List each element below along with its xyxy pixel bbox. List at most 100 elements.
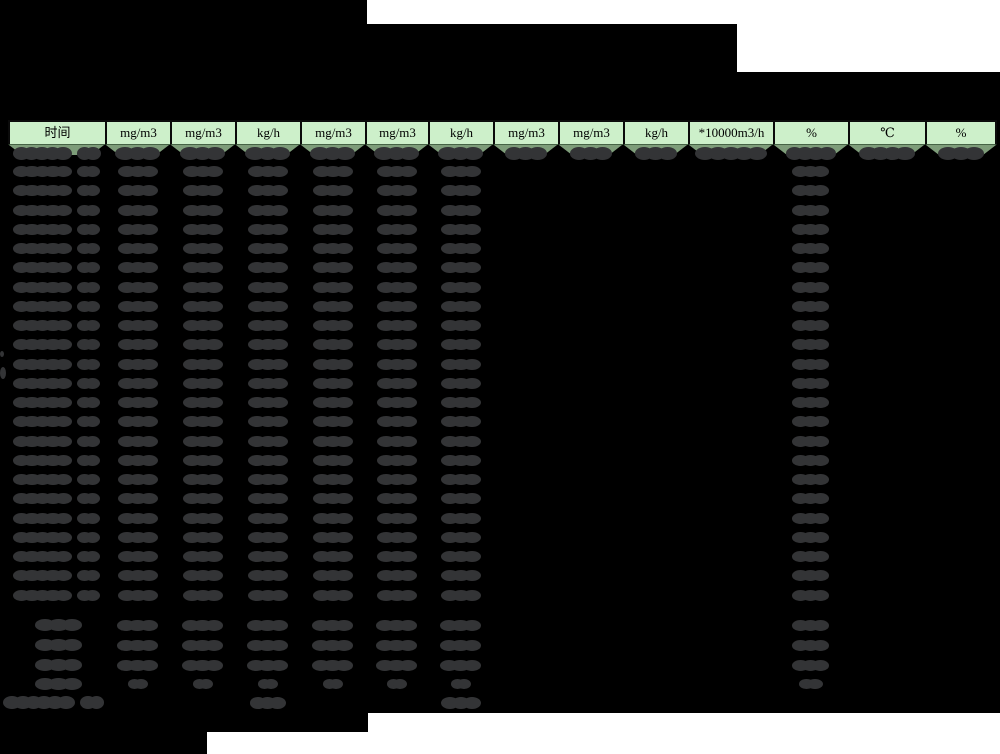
redacted-parameter-name xyxy=(374,147,420,160)
redacted-value xyxy=(117,570,158,581)
redacted-value xyxy=(247,282,288,293)
redacted-value xyxy=(117,282,158,293)
redacted-value xyxy=(117,397,158,408)
redacted-value xyxy=(376,224,417,235)
header-cell-unit-6: kg/h xyxy=(428,120,493,145)
header-cell-flow: *10000m3/h xyxy=(688,120,773,145)
redacted-value xyxy=(117,436,158,447)
redacted-value xyxy=(247,243,288,254)
redaction-artifact xyxy=(0,367,6,379)
redacted-datetime xyxy=(13,455,100,466)
redacted-datetime xyxy=(13,513,100,524)
redacted-parameter-name xyxy=(180,147,226,160)
redacted-value xyxy=(247,474,288,485)
redacted-value xyxy=(440,493,481,504)
redacted-value xyxy=(247,532,288,543)
redacted-value xyxy=(182,513,223,524)
redacted-summary-value xyxy=(247,620,288,631)
redacted-value xyxy=(440,397,481,408)
header-cell-time: 时间 xyxy=(8,120,105,145)
redacted-value xyxy=(117,224,158,235)
redacted-datetime xyxy=(13,378,100,389)
redacted-value xyxy=(247,339,288,350)
header-cell-unit-1: mg/m3 xyxy=(105,120,170,145)
redacted-parameter-name xyxy=(438,147,484,160)
redacted-value xyxy=(117,205,158,216)
redacted-value xyxy=(376,532,417,543)
redacted-value xyxy=(182,436,223,447)
redacted-value xyxy=(312,455,353,466)
redacted-summary-value xyxy=(192,679,213,689)
redacted-value xyxy=(117,455,158,466)
redacted-value xyxy=(376,416,417,427)
redacted-value xyxy=(312,224,353,235)
redacted-value xyxy=(247,262,288,273)
redacted-value xyxy=(312,301,353,312)
redacted-value xyxy=(182,282,223,293)
redacted-datetime xyxy=(13,166,100,177)
header-cell-unit-4: mg/m3 xyxy=(300,120,365,145)
redacted-datetime xyxy=(13,282,100,293)
redacted-parameter-name xyxy=(858,147,915,160)
redacted-value xyxy=(312,339,353,350)
redacted-value xyxy=(440,551,481,562)
redacted-value xyxy=(440,262,481,273)
redacted-summary-label xyxy=(35,678,82,690)
redacted-value xyxy=(247,205,288,216)
redacted-datetime xyxy=(13,590,100,601)
redacted-value xyxy=(182,205,223,216)
redacted-value xyxy=(440,359,481,370)
redacted-datetime xyxy=(13,224,100,235)
redacted-summary-value xyxy=(791,620,830,631)
redacted-datetime xyxy=(13,359,100,370)
redacted-parameter-name xyxy=(310,147,356,160)
redacted-value xyxy=(440,570,481,581)
redacted-datetime xyxy=(13,185,100,196)
redacted-value xyxy=(376,551,417,562)
redacted-summary-value xyxy=(117,620,158,631)
redacted-parameter-name xyxy=(245,147,291,160)
redacted-value xyxy=(440,474,481,485)
redacted-parameter-name xyxy=(115,147,161,160)
page-white-top-right-2 xyxy=(737,24,1000,72)
redacted-value xyxy=(247,301,288,312)
redacted-value xyxy=(117,320,158,331)
redacted-value xyxy=(312,378,353,389)
table-unit-header-row: 时间 mg/m3 mg/m3 kg/h mg/m3 mg/m3 kg/h mg/… xyxy=(8,120,997,145)
redacted-value xyxy=(312,243,353,254)
redacted-value xyxy=(182,378,223,389)
redacted-value xyxy=(182,397,223,408)
redacted-value xyxy=(312,590,353,601)
redacted-value xyxy=(440,455,481,466)
redacted-summary-value xyxy=(376,660,417,671)
redacted-value xyxy=(791,262,830,273)
redacted-value xyxy=(182,590,223,601)
redacted-value xyxy=(182,570,223,581)
redacted-summary-value xyxy=(791,660,830,671)
redacted-value xyxy=(182,455,223,466)
redacted-summary-value xyxy=(376,640,417,651)
redacted-value xyxy=(440,416,481,427)
redacted-parameter-name xyxy=(938,147,984,160)
redacted-value xyxy=(312,166,353,177)
redacted-value xyxy=(182,493,223,504)
redacted-value xyxy=(791,436,830,447)
redacted-value xyxy=(791,590,830,601)
redacted-value xyxy=(312,320,353,331)
redacted-value xyxy=(247,493,288,504)
header-cell-unit-2: mg/m3 xyxy=(170,120,235,145)
redacted-summary-value xyxy=(312,620,353,631)
redacted-value xyxy=(117,590,158,601)
redacted-value xyxy=(791,320,830,331)
redacted-value xyxy=(247,455,288,466)
redacted-summary-value xyxy=(117,640,158,651)
redacted-datetime xyxy=(13,416,100,427)
redacted-value xyxy=(247,397,288,408)
redacted-summary-value xyxy=(312,660,353,671)
redacted-value xyxy=(376,185,417,196)
redacted-parameter-name xyxy=(785,147,836,160)
redacted-value xyxy=(182,301,223,312)
redacted-value xyxy=(247,224,288,235)
redacted-datetime xyxy=(13,339,100,350)
